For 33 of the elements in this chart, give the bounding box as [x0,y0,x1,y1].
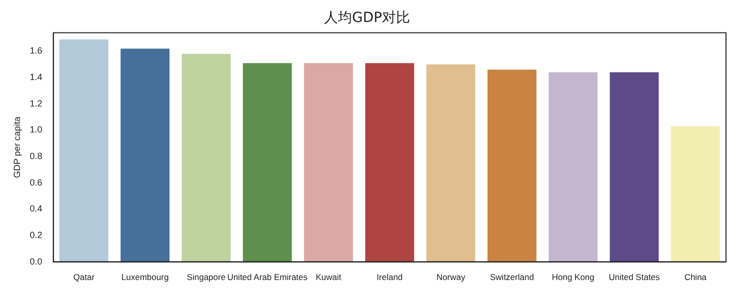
bar [610,72,659,262]
bar [670,126,720,262]
y-tick-label: 1.6 [30,46,42,56]
bar [242,63,292,262]
bar [182,54,231,262]
x-tick-label: China [684,272,707,282]
y-axis-title: GDP per capita [12,116,22,178]
y-tick-label: 1.4 [30,72,42,82]
x-tick-label: Luxembourg [121,272,169,282]
y-tick-label: 0.6 [30,177,42,188]
x-tick-label: Switzerland [490,272,534,282]
bar [59,39,108,262]
x-tick-label: Norway [436,272,466,282]
bar [488,70,536,262]
bar [120,48,170,262]
x-tick-label: Kuwait [316,272,342,282]
x-tick-label: Singapore [186,272,226,282]
chart-title: 人均GDP对比 [324,10,410,26]
y-tick-label: 0.0 [30,256,42,266]
y-tick-label: 1.2 [30,98,42,108]
y-tick-label: 0.2 [30,230,42,240]
bar [365,63,414,262]
x-tick-label: United Arab Emirates [227,272,308,282]
x-tick-label: Hong Kong [552,272,595,282]
bar [426,64,476,262]
y-tick-label: 0.4 [30,204,42,214]
bar [304,63,353,262]
x-tick-label: Ireland [376,272,403,282]
y-tick-label: 0.8 [30,150,42,161]
x-tick-label: Qatar [73,272,95,282]
y-tick-label: 1.0 [30,124,42,135]
bar [548,72,598,262]
x-tick-label: United States [608,272,660,282]
